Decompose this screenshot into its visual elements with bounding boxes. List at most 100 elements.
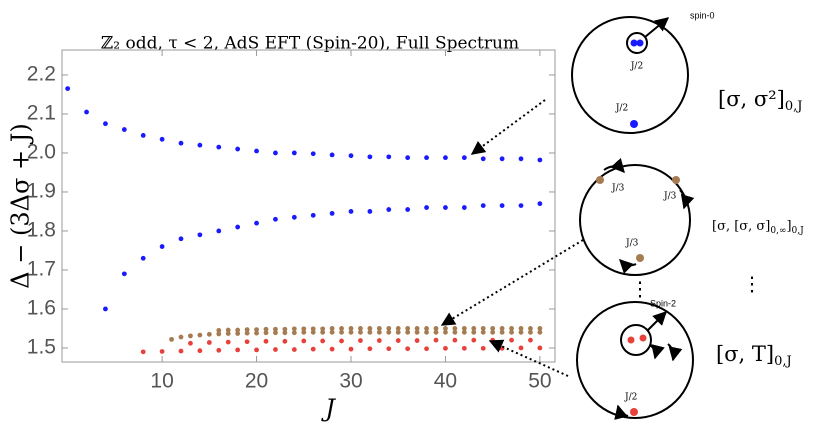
fraction-label: J/2	[624, 393, 637, 403]
data-point	[178, 348, 184, 354]
data-point	[310, 212, 316, 218]
data-point	[461, 345, 467, 351]
y-tick-label: 2.0	[27, 141, 56, 164]
data-point	[480, 203, 486, 209]
data-point	[310, 151, 316, 157]
data-point	[537, 326, 543, 331]
data-point	[320, 338, 326, 344]
data-point	[386, 329, 392, 335]
data-point	[103, 306, 108, 312]
data-point	[424, 326, 429, 331]
fraction-label: J/3	[663, 192, 677, 202]
data-point	[443, 205, 448, 210]
data-point	[528, 326, 533, 331]
y-tick-label: 1.6	[27, 297, 56, 320]
data-point	[273, 216, 278, 222]
data-point	[424, 155, 429, 161]
plot-frame	[61, 49, 556, 363]
data-point	[424, 205, 429, 210]
data-point	[244, 330, 250, 336]
y-tick-label: 1.8	[27, 219, 56, 242]
operator-label: [σ, T]0,J	[716, 342, 792, 369]
data-point	[395, 326, 401, 331]
y-axis-label: Δ − (3Δσ + J)	[7, 123, 35, 288]
data-point	[376, 326, 382, 331]
data-point	[65, 86, 71, 92]
data-point	[301, 326, 307, 332]
data-point	[329, 211, 335, 216]
data-point	[443, 345, 448, 351]
fraction-label: J/3	[611, 184, 625, 194]
data-point	[386, 346, 392, 352]
data-point	[509, 329, 514, 335]
data-point	[537, 201, 543, 207]
data-point	[424, 329, 429, 335]
data-point	[178, 334, 184, 340]
data-point	[471, 326, 477, 331]
data-point	[461, 326, 467, 331]
data-point	[329, 152, 335, 158]
data-point	[537, 329, 543, 335]
data-point	[528, 329, 533, 335]
data-point	[291, 326, 297, 332]
data-point	[140, 133, 146, 138]
data-point	[310, 326, 316, 332]
operator-label: [σ, [σ, σ]0,∞]0,J	[712, 219, 804, 236]
data-point	[348, 209, 354, 214]
data-point	[348, 346, 354, 352]
data-point	[414, 326, 420, 331]
data-point	[452, 329, 458, 335]
data-point	[263, 326, 269, 332]
data-point	[443, 326, 448, 331]
data-point	[339, 338, 344, 344]
spin-label: spin-0	[690, 10, 715, 20]
data-point	[367, 346, 373, 352]
data-point	[254, 330, 259, 336]
data-point	[461, 205, 467, 210]
fraction-label: J/3	[625, 239, 639, 249]
data-point	[159, 244, 165, 249]
plot: 1.5 1.6 1.7 1.8 1.9 2.0 2.1 2.2 10 20 30 40 50	[27, 50, 555, 393]
data-point	[206, 331, 212, 337]
data-point	[301, 338, 307, 344]
data-point	[537, 157, 543, 163]
data-point	[282, 326, 288, 332]
data-point	[405, 329, 411, 335]
data-point	[263, 330, 269, 336]
pointer-arrow	[440, 239, 584, 326]
data-point	[339, 329, 344, 335]
data-point	[273, 326, 278, 332]
data-point	[225, 339, 231, 345]
data-point	[159, 349, 165, 354]
data-point	[358, 338, 363, 343]
y-tick-label: 2.1	[27, 102, 56, 125]
data-point	[291, 214, 297, 220]
y-tick-label: 1.5	[27, 336, 56, 359]
data-point	[225, 331, 231, 336]
data-point	[225, 327, 231, 333]
data-point	[329, 346, 335, 352]
data-point	[386, 207, 392, 212]
data-point	[528, 337, 533, 343]
data-point	[273, 347, 278, 352]
chart-title: ℤ₂ odd, τ < 2, AdS EFT (Spin-20), Full S…	[101, 34, 519, 54]
spin-label: Spin-2	[650, 298, 676, 308]
data-point	[310, 346, 316, 352]
data-point	[471, 329, 477, 335]
data-point	[499, 326, 505, 331]
data-point	[188, 333, 193, 339]
data-point	[424, 346, 429, 352]
data-point	[188, 340, 193, 346]
x-tick-label: 50	[528, 370, 551, 393]
x-axis-label: J	[320, 395, 336, 423]
data-point	[443, 329, 448, 335]
data-point	[490, 329, 496, 335]
data-point	[254, 347, 259, 353]
data-point	[197, 232, 203, 238]
data-point	[235, 347, 241, 353]
data-point	[348, 326, 354, 331]
data-point	[433, 329, 439, 335]
data-point	[480, 329, 486, 335]
data-point	[405, 207, 411, 212]
data-point	[405, 155, 411, 161]
